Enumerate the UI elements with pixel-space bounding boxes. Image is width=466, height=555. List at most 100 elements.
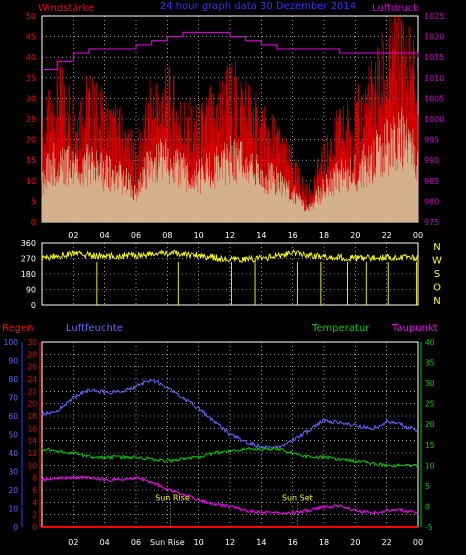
wind-axis-tick: 0 <box>31 218 36 227</box>
wind-panel-time-tick: 22 <box>382 231 392 240</box>
pressure-axis-tick: 990 <box>424 156 439 165</box>
humidity-axis-tick: 70 <box>8 394 18 403</box>
temperature-axis-label: Temperatur <box>311 323 370 334</box>
pressure-axis-tick: 975 <box>424 218 439 227</box>
climate-time-tick: 02 <box>68 538 78 547</box>
wind-axis-tick: 35 <box>26 74 36 83</box>
pressure-axis-tick: 1000 <box>424 115 444 124</box>
sunset-label: Sun Set <box>282 493 313 502</box>
climate-time-tick: 00 <box>413 538 423 547</box>
humidity-axis-tick: 20 <box>8 486 18 495</box>
pressure-axis-tick: 980 <box>424 197 439 206</box>
direction-line <box>41 248 419 264</box>
humidity-axis-label: Luftfeuchte <box>66 323 123 334</box>
wind-panel-time-tick: 14 <box>256 231 266 240</box>
rain-axis-tick: 20 <box>27 400 37 409</box>
humidity-axis-tick: 10 <box>8 505 18 514</box>
rain-axis-tick: 10 <box>27 461 37 470</box>
direction-axis-tick: 180 <box>21 270 36 279</box>
wind-axis-tick: 20 <box>26 136 36 145</box>
temperature-axis-tick: -5 <box>425 523 433 532</box>
rain-axis-tick: 8 <box>32 474 37 483</box>
pressure-line <box>42 31 419 71</box>
wind-panel-time-tick: 02 <box>68 231 78 240</box>
temperature-axis-tick: 15 <box>425 441 435 450</box>
pressure-axis-tick: 995 <box>424 136 439 145</box>
wind-panel-time-tick: 08 <box>162 231 172 240</box>
temperature-axis-tick: 25 <box>425 400 435 409</box>
rain-axis-tick: 12 <box>27 449 37 458</box>
rain-axis-tick: 0 <box>32 523 37 532</box>
rain-axis-tick: 6 <box>32 486 37 495</box>
direction-axis-tick: 90 <box>26 286 36 295</box>
climate-time-tick: 20 <box>350 538 360 547</box>
wind-panel-time-tick: 16 <box>288 231 298 240</box>
wind-axis-tick: 5 <box>31 197 36 206</box>
wind-panel-time-tick: 20 <box>350 231 360 240</box>
compass-label: O <box>433 283 441 294</box>
rain-axis-tick: 24 <box>27 375 37 384</box>
rain-axis-tick: 14 <box>27 437 37 446</box>
temperature-line <box>41 446 419 468</box>
temperature-axis-tick: 20 <box>425 420 435 429</box>
humidity-line <box>41 378 419 450</box>
compass-label: N <box>433 242 440 253</box>
rain-axis-tick: 2 <box>32 511 37 520</box>
wind-panel-time-tick: 00 <box>413 231 423 240</box>
sunrise-label: Sun Rise <box>155 493 190 502</box>
wind-panel-time-tick: 10 <box>194 231 204 240</box>
rain-axis-tick: 4 <box>32 498 37 507</box>
climate-time-tick: 16 <box>288 538 298 547</box>
pressure-axis-tick: 1010 <box>424 74 444 83</box>
rain-axis-tick: 16 <box>27 424 37 433</box>
rain-axis-tick: 18 <box>27 412 37 421</box>
direction-axis-tick: 360 <box>21 239 36 248</box>
dewpoint-line <box>41 475 419 515</box>
climate-time-tick: 12 <box>225 538 235 547</box>
temperature-axis-tick: 10 <box>425 461 435 470</box>
direction-axis-tick: 0 <box>31 301 36 310</box>
wind-panel-time-tick: 04 <box>100 231 110 240</box>
pressure-axis-tick: 985 <box>424 177 439 186</box>
climate-time-tick: 10 <box>194 538 204 547</box>
wind-axis-tick: 40 <box>26 53 36 62</box>
humidity-axis-tick: 80 <box>8 375 18 384</box>
rain-axis-label: Regen <box>2 323 34 334</box>
chart-title: 24 hour graph data 30 Dezember 2014 <box>160 1 356 12</box>
rain-axis-tick: 22 <box>27 387 37 396</box>
wind-panel-time-tick: 12 <box>225 231 235 240</box>
rain-axis-tick: 30 <box>27 338 37 347</box>
pressure-axis-tick: 1015 <box>424 53 444 62</box>
temperature-axis-tick: 40 <box>425 338 435 347</box>
pressure-axis-tick: 1025 <box>424 12 444 21</box>
pressure-axis-tick: 1020 <box>424 33 444 42</box>
pressure-axis-tick: 1005 <box>424 94 444 103</box>
humidity-axis-tick: 60 <box>8 412 18 421</box>
temperature-axis-tick: 0 <box>425 502 430 511</box>
temperature-axis-tick: 35 <box>425 359 435 368</box>
wind-panel-time-tick: 06 <box>131 231 141 240</box>
temperature-axis-tick: 30 <box>425 379 435 388</box>
wind-axis-tick: 45 <box>26 33 36 42</box>
compass-label: S <box>434 269 440 280</box>
humidity-temp-panel: 0102030405060708090100024681012141618202… <box>4 338 435 547</box>
pressure-axis-label: Luftdruck <box>372 3 419 14</box>
wind-panel-time-tick: 18 <box>319 231 329 240</box>
compass-label: N <box>433 296 440 307</box>
wind-axis-tick: 10 <box>26 177 36 186</box>
humidity-axis-tick: 0 <box>13 523 18 532</box>
wind-axis-tick: 30 <box>26 94 36 103</box>
temperature-axis-tick: 5 <box>425 482 430 491</box>
compass-label: W <box>432 256 442 267</box>
rain-axis-tick: 26 <box>27 363 37 372</box>
dewpoint-axis-label: Taupunkt <box>391 323 438 334</box>
wind-axis-tick: 50 <box>26 12 36 21</box>
humidity-axis-tick: 30 <box>8 468 18 477</box>
direction-axis-tick: 270 <box>21 255 36 264</box>
rain-axis-tick: 28 <box>27 350 37 359</box>
humidity-axis-tick: 90 <box>8 357 18 366</box>
humidity-axis-tick: 100 <box>4 338 19 347</box>
humidity-axis-tick: 40 <box>8 449 18 458</box>
climate-time-tick: 04 <box>100 538 110 547</box>
